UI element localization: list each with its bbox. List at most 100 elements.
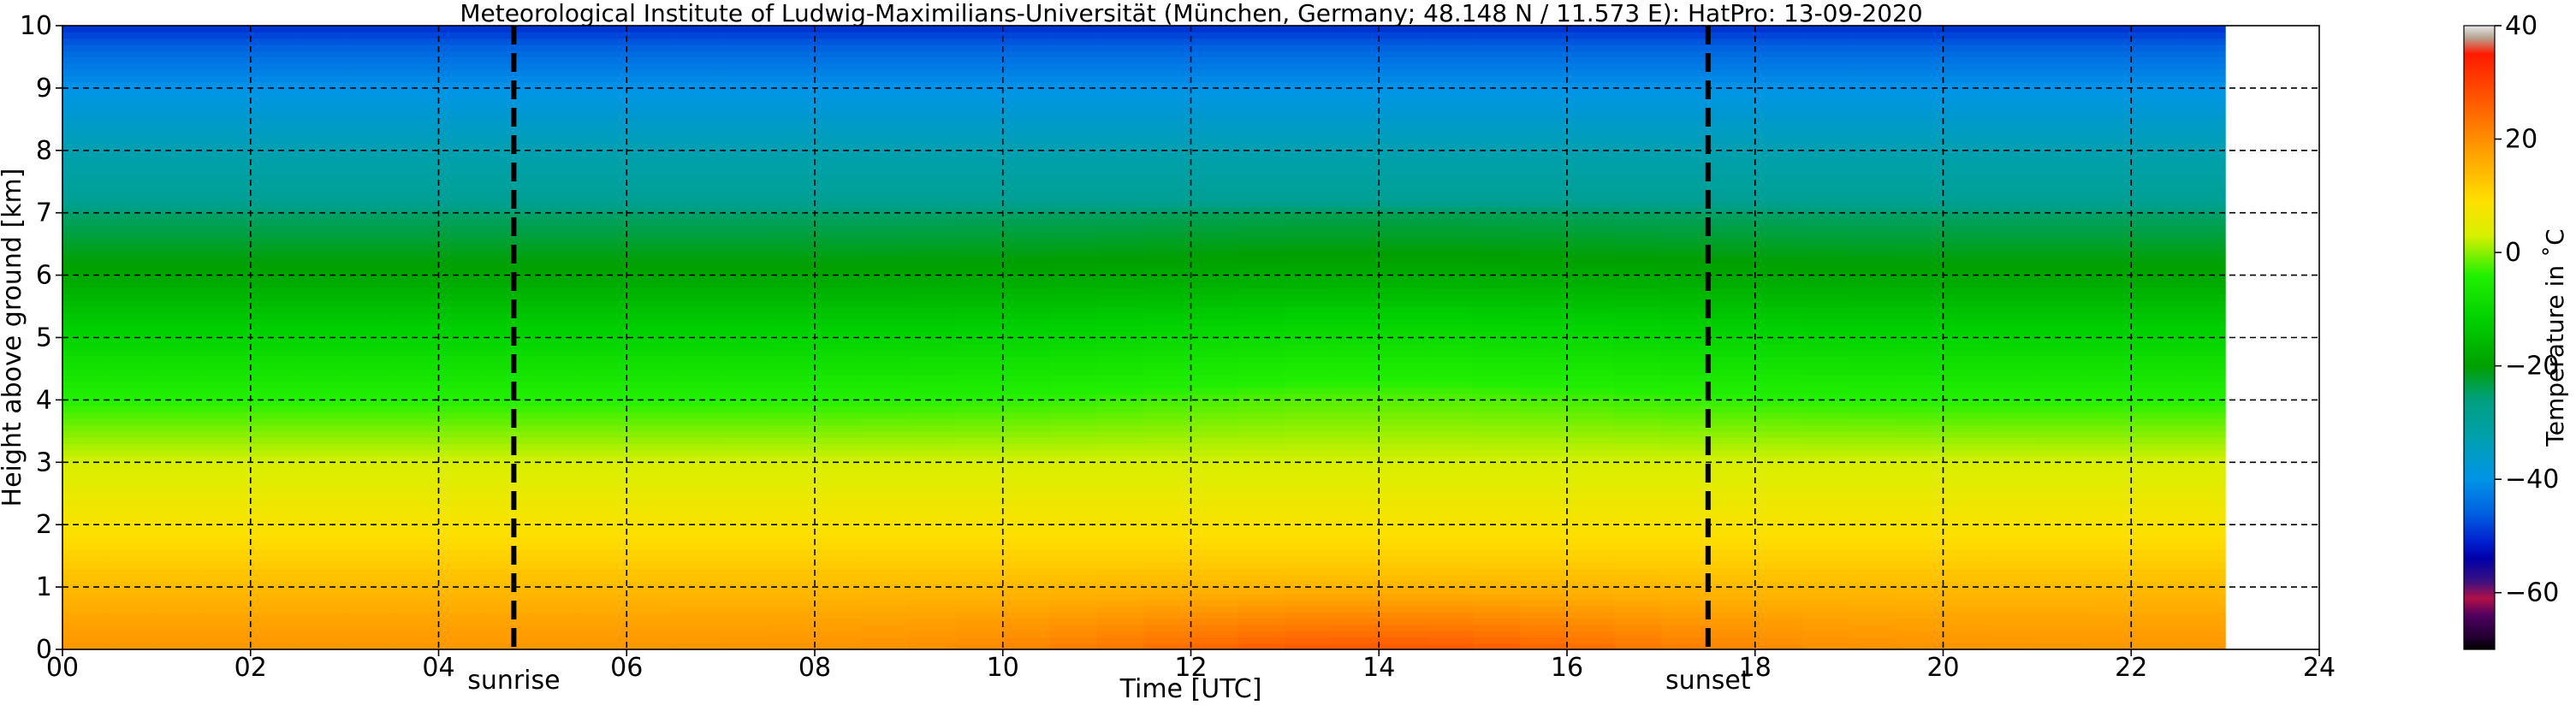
- heatmap-cell: [2131, 368, 2179, 376]
- heatmap-cell: [579, 356, 627, 364]
- heatmap-cell: [1002, 81, 1051, 89]
- heatmap-cell: [1613, 443, 1662, 451]
- heatmap-cell: [1660, 250, 1709, 258]
- heatmap-cell: [1238, 306, 1285, 313]
- heatmap-cell: [626, 94, 674, 102]
- heatmap-cell: [626, 244, 674, 252]
- heatmap-cell: [1990, 306, 2038, 313]
- heatmap-cell: [532, 69, 580, 76]
- heatmap-cell: [1002, 331, 1051, 339]
- heatmap-cell: [2131, 125, 2179, 133]
- heatmap-cell: [768, 394, 816, 400]
- heatmap-cell: [674, 400, 721, 407]
- heatmap-cell: [1238, 400, 1285, 407]
- heatmap-cell: [674, 381, 721, 388]
- heatmap-cell: [62, 281, 110, 288]
- heatmap-cell: [1002, 605, 1051, 613]
- heatmap-cell: [1096, 574, 1145, 582]
- heatmap-cell: [861, 75, 910, 83]
- heatmap-cell: [626, 437, 674, 445]
- heatmap-cell: [438, 605, 487, 613]
- heatmap-cell: [2178, 443, 2226, 451]
- heatmap-cell: [1896, 218, 1944, 226]
- heatmap-cell: [674, 481, 721, 489]
- heatmap-cell: [908, 256, 957, 264]
- heatmap-cell: [955, 138, 1004, 145]
- heatmap-cell: [579, 524, 627, 532]
- heatmap-cell: [1990, 430, 2038, 438]
- heatmap-cell: [2131, 138, 2179, 145]
- heatmap-cell: [297, 324, 346, 332]
- heatmap-cell: [344, 32, 393, 39]
- heatmap-cell: [438, 250, 487, 258]
- heatmap-cell: [1849, 306, 1897, 313]
- heatmap-cell: [1754, 256, 1803, 264]
- heatmap-cell: [203, 306, 252, 313]
- heatmap-cell: [1849, 50, 1897, 58]
- heatmap-cell: [485, 106, 533, 114]
- heatmap-cell: [674, 587, 721, 594]
- heatmap-cell: [674, 530, 721, 538]
- heatmap-cell: [908, 125, 957, 133]
- heatmap-cell: [250, 144, 299, 151]
- heatmap-cell: [1426, 368, 1474, 376]
- heatmap-cell: [156, 506, 205, 513]
- heatmap-cell: [1801, 175, 1850, 182]
- heatmap-cell: [1567, 318, 1615, 326]
- heatmap-cell: [768, 474, 816, 482]
- heatmap-cell: [1754, 113, 1803, 120]
- heatmap-cell: [1849, 368, 1897, 376]
- heatmap-cell: [1943, 356, 1991, 364]
- heatmap-cell: [1849, 637, 1897, 644]
- heatmap-cell: [1426, 481, 1474, 489]
- heatmap-cell: [1990, 637, 2038, 644]
- heatmap-cell: [721, 561, 769, 569]
- heatmap-cell: [1238, 543, 1285, 550]
- heatmap-cell: [2131, 512, 2179, 519]
- heatmap-cell: [955, 256, 1004, 264]
- heatmap-cell: [1190, 343, 1239, 351]
- heatmap-cell: [391, 175, 440, 182]
- heatmap-cell: [1520, 474, 1568, 482]
- heatmap-cell: [1660, 456, 1709, 463]
- heatmap-cell: [1285, 150, 1333, 157]
- heatmap-cell: [485, 449, 533, 457]
- x-tick-label: 24: [2303, 653, 2336, 683]
- heatmap-cell: [815, 100, 863, 108]
- heatmap-cell: [815, 169, 863, 176]
- heatmap-cell: [1190, 593, 1239, 601]
- heatmap-cell: [2037, 119, 2085, 127]
- heatmap-cell: [1801, 368, 1850, 376]
- heatmap-cell: [2037, 275, 2085, 282]
- heatmap-cell: [1660, 430, 1709, 438]
- heatmap-cell: [1426, 281, 1474, 288]
- heatmap-cell: [955, 400, 1004, 407]
- heatmap-cell: [1096, 375, 1145, 382]
- heatmap-cell: [1049, 536, 1098, 544]
- heatmap-cell: [1002, 612, 1051, 619]
- heatmap-cell: [1943, 157, 1991, 163]
- heatmap-cell: [1943, 81, 1991, 89]
- heatmap-cell: [438, 256, 487, 264]
- heatmap-cell: [2037, 237, 2085, 245]
- heatmap-cell: [1707, 169, 1756, 176]
- heatmap-cell: [1285, 287, 1333, 295]
- heatmap-cell: [1049, 81, 1098, 89]
- heatmap-cell: [1520, 212, 1568, 220]
- heatmap-cell: [62, 100, 110, 108]
- heatmap-cell: [1238, 150, 1285, 157]
- heatmap-cell: [156, 543, 205, 550]
- heatmap-cell: [297, 163, 346, 170]
- heatmap-cell: [344, 81, 393, 89]
- heatmap-cell: [1567, 269, 1615, 276]
- heatmap-cell: [1943, 612, 1991, 619]
- heatmap-cell: [1849, 318, 1897, 326]
- heatmap-cell: [1896, 144, 1944, 151]
- heatmap-cell: [2178, 331, 2226, 339]
- heatmap-cell: [1096, 430, 1145, 438]
- heatmap-cell: [1473, 281, 1521, 288]
- heatmap-cell: [2178, 293, 2226, 301]
- heatmap-cell: [250, 206, 299, 214]
- heatmap-cell: [344, 561, 393, 569]
- heatmap-cell: [1567, 200, 1615, 208]
